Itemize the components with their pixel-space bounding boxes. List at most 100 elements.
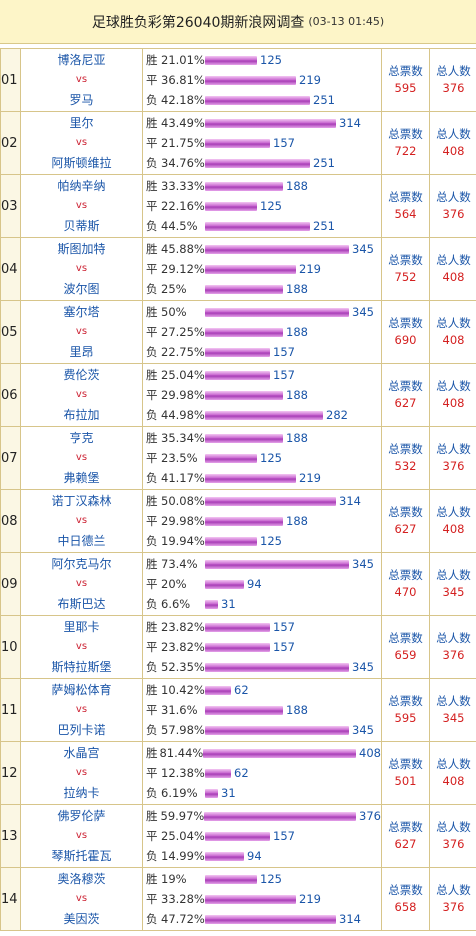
vote-breakdown: 胜 45.88% 345 平 29.12% 219 负 25% 188 [142,237,382,301]
vs-label: vs [75,767,88,778]
total-votes-label: 总票数 [388,505,423,519]
vote-count: 345 [352,305,374,319]
total-votes-cell: 总票数 627 [381,804,430,868]
vote-bar [205,685,231,695]
total-votes-label: 总票数 [388,631,423,645]
total-votes-cell: 总票数 627 [381,363,430,427]
match-row: 05 塞尔塔 vs 里昂 胜 50% 345 平 27.25% 188 负 22.75% 157 总票数 6… [0,300,476,364]
total-people-cell: 总人数 376 [429,48,476,112]
total-votes-label: 总票数 [388,757,423,771]
total-votes-label: 总票数 [388,190,423,204]
vote-percent: 25.04% [161,368,205,382]
vote-count: 62 [234,683,249,697]
vote-bar [203,748,357,758]
total-people-cell: 总人数 345 [429,678,476,742]
total-people-label: 总人数 [436,64,471,78]
vote-line-loss: 负 14.99% 94 [143,846,381,866]
home-team[interactable]: 佛罗伦萨 [57,809,106,823]
outcome-label: 胜 [146,872,158,886]
vote-bar [205,579,244,589]
outcome-label: 平 [146,892,158,906]
vote-line-draw: 平 22.16% 125 [143,196,381,216]
match-row: 03 帕纳辛纳 vs 贝蒂斯 胜 33.33% 188 平 22.16% 125 负 44.5% 251… [0,174,476,238]
home-team[interactable]: 博洛尼亚 [57,53,106,67]
vote-count: 314 [339,912,361,926]
vote-bar [205,874,257,884]
vote-percent: 23.82% [161,640,205,654]
away-team[interactable]: 巴列卡诺 [57,723,106,737]
match-number: 04 [0,237,21,301]
vote-bar [205,496,336,506]
away-team[interactable]: 阿斯顿维拉 [51,156,112,170]
vote-percent: 21.75% [161,136,205,150]
away-team[interactable]: 弗赖堡 [63,471,100,485]
total-votes-value: 564 [394,207,417,221]
vote-count: 251 [313,93,335,107]
outcome-label: 负 [146,597,158,611]
outcome-label: 胜 [146,746,158,760]
home-team[interactable]: 费伦茨 [63,368,100,382]
vote-count: 219 [299,73,321,87]
vote-line-draw: 平 21.75% 157 [143,133,381,153]
away-team[interactable]: 罗马 [69,93,94,107]
total-people-value: 408 [442,522,465,536]
total-people-cell: 总人数 408 [429,489,476,553]
total-people-label: 总人数 [436,127,471,141]
total-votes-value: 752 [394,270,417,284]
vote-line-draw: 平 12.38% 62 [143,763,381,783]
vote-bar [205,536,257,546]
outcome-label: 负 [146,660,158,674]
vote-bar [205,201,257,211]
outcome-label: 胜 [146,179,158,193]
vote-line-win: 胜 19% 125 [143,869,381,889]
outcome-label: 平 [146,451,158,465]
vote-count: 345 [352,723,374,737]
vote-count: 157 [273,345,295,359]
home-team[interactable]: 塞尔塔 [63,305,100,319]
outcome-label: 负 [146,156,158,170]
away-team[interactable]: 琴斯托霍瓦 [51,849,112,863]
away-team[interactable]: 布拉加 [63,408,100,422]
vote-count: 188 [286,431,308,445]
match-row: 12 水晶宫 vs 拉纳卡 胜 81.44% 408 平 12.38% 62 负 6.19% 31 总票数… [0,741,476,805]
vote-percent: 23.82% [161,620,205,634]
home-team[interactable]: 诺丁汉森林 [51,494,112,508]
away-team[interactable]: 拉纳卡 [63,786,100,800]
vs-label: vs [75,893,88,904]
outcome-label: 负 [146,219,158,233]
home-team[interactable]: 帕纳辛纳 [57,179,106,193]
vote-line-draw: 平 27.25% 188 [143,322,381,342]
away-team[interactable]: 布斯巴达 [57,597,106,611]
away-team[interactable]: 波尔图 [63,282,100,296]
total-people-value: 408 [442,144,465,158]
match-row: 11 萨姆松体育 vs 巴列卡诺 胜 10.42% 62 平 31.6% 188 负 57.98% 34… [0,678,476,742]
total-votes-label: 总票数 [388,316,423,330]
total-votes-label: 总票数 [388,442,423,456]
vote-bar [205,622,270,632]
home-team[interactable]: 阿尔克马尔 [51,557,112,571]
total-people-value: 345 [442,585,465,599]
home-team[interactable]: 水晶宫 [63,746,100,760]
vote-line-loss: 负 57.98% 345 [143,720,381,740]
home-team[interactable]: 奥洛穆茨 [57,872,106,886]
vote-line-win: 胜 33.33% 188 [143,176,381,196]
home-team[interactable]: 里尔 [69,116,94,130]
total-people-value: 376 [442,900,465,914]
vote-breakdown: 胜 59.97% 376 平 25.04% 157 负 14.99% 94 [142,804,382,868]
home-team[interactable]: 斯图加特 [57,242,106,256]
vote-count: 345 [352,557,374,571]
total-votes-value: 501 [394,774,417,788]
away-team[interactable]: 斯特拉斯堡 [51,660,112,674]
home-team[interactable]: 亨克 [69,431,94,445]
away-team[interactable]: 贝蒂斯 [63,219,100,233]
match-teams: 水晶宫 vs 拉纳卡 [20,741,143,805]
survey-time: (03-13 01:45) [308,15,385,28]
vote-bar [205,831,270,841]
match-number: 09 [0,552,21,616]
home-team[interactable]: 萨姆松体育 [51,683,112,697]
away-team[interactable]: 中日德兰 [57,534,106,548]
away-team[interactable]: 美因茨 [63,912,100,926]
outcome-label: 负 [146,723,158,737]
away-team[interactable]: 里昂 [69,345,94,359]
home-team[interactable]: 里耶卡 [63,620,100,634]
